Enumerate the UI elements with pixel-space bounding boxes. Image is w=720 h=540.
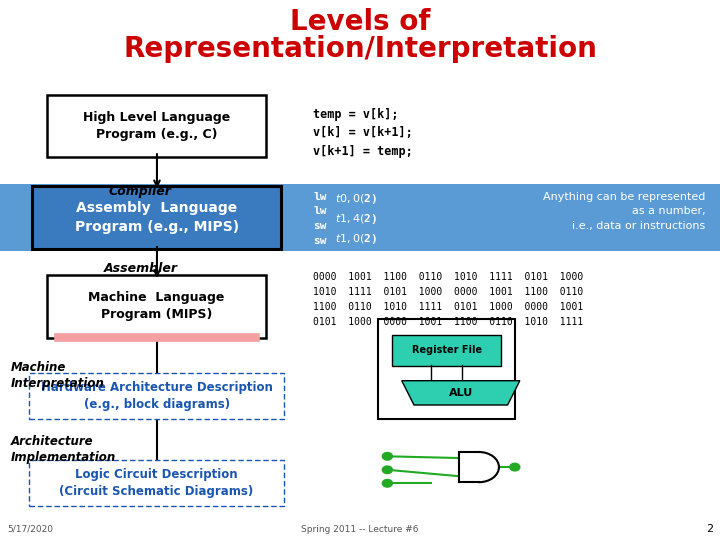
Circle shape bbox=[510, 463, 520, 471]
Text: High Level Language
Program (e.g., C): High Level Language Program (e.g., C) bbox=[83, 111, 230, 140]
FancyBboxPatch shape bbox=[29, 373, 284, 418]
Text: Logic Circuit Description
(Circuit Schematic Diagrams): Logic Circuit Description (Circuit Schem… bbox=[60, 468, 253, 498]
Text: Levels of: Levels of bbox=[289, 8, 431, 36]
FancyBboxPatch shape bbox=[54, 333, 259, 341]
Text: Machine  Language
Program (MIPS): Machine Language Program (MIPS) bbox=[89, 292, 225, 321]
Polygon shape bbox=[402, 381, 520, 405]
FancyBboxPatch shape bbox=[392, 335, 501, 366]
Text: Architecture
Implementation: Architecture Implementation bbox=[11, 435, 116, 464]
Text: Assembly  Language
Program (e.g., MIPS): Assembly Language Program (e.g., MIPS) bbox=[75, 201, 238, 234]
FancyBboxPatch shape bbox=[29, 460, 284, 506]
Text: lw
lw
sw
sw: lw lw sw sw bbox=[313, 192, 327, 246]
Circle shape bbox=[382, 480, 392, 487]
Text: Machine
Interpretation: Machine Interpretation bbox=[11, 361, 104, 390]
Text: 5/17/2020: 5/17/2020 bbox=[7, 524, 53, 534]
Text: Register File: Register File bbox=[412, 346, 482, 355]
Text: $t0, 0($2)
$t1, 4($2)
$t1, 0($2)
$t0, 4($2): $t0, 0($2) $t1, 4($2) $t1, 0($2) $t0, 4(… bbox=[335, 192, 377, 266]
Text: 2: 2 bbox=[706, 523, 713, 534]
Text: temp = v[k];
v[k] = v[k+1];
v[k+1] = temp;: temp = v[k]; v[k] = v[k+1]; v[k+1] = tem… bbox=[313, 108, 413, 158]
Text: ALU: ALU bbox=[449, 388, 473, 397]
FancyBboxPatch shape bbox=[47, 275, 266, 338]
FancyBboxPatch shape bbox=[47, 94, 266, 157]
Text: Anything can be represented
as a number,
i.e., data or instructions: Anything can be represented as a number,… bbox=[543, 192, 706, 231]
Text: Spring 2011 -- Lecture #6: Spring 2011 -- Lecture #6 bbox=[301, 524, 419, 534]
FancyBboxPatch shape bbox=[0, 184, 720, 251]
Text: Assembler: Assembler bbox=[104, 262, 177, 275]
Text: Hardware Architecture Description
(e.g., block diagrams): Hardware Architecture Description (e.g.,… bbox=[40, 381, 273, 410]
Text: Compiler: Compiler bbox=[109, 185, 172, 198]
Circle shape bbox=[382, 466, 392, 474]
FancyBboxPatch shape bbox=[32, 186, 281, 249]
Text: Representation/Interpretation: Representation/Interpretation bbox=[123, 35, 597, 63]
Circle shape bbox=[382, 453, 392, 460]
Text: 0000  1001  1100  0110  1010  1111  0101  1000
1010  1111  0101  1000  0000  100: 0000 1001 1100 0110 1010 1111 0101 1000 … bbox=[313, 272, 583, 327]
